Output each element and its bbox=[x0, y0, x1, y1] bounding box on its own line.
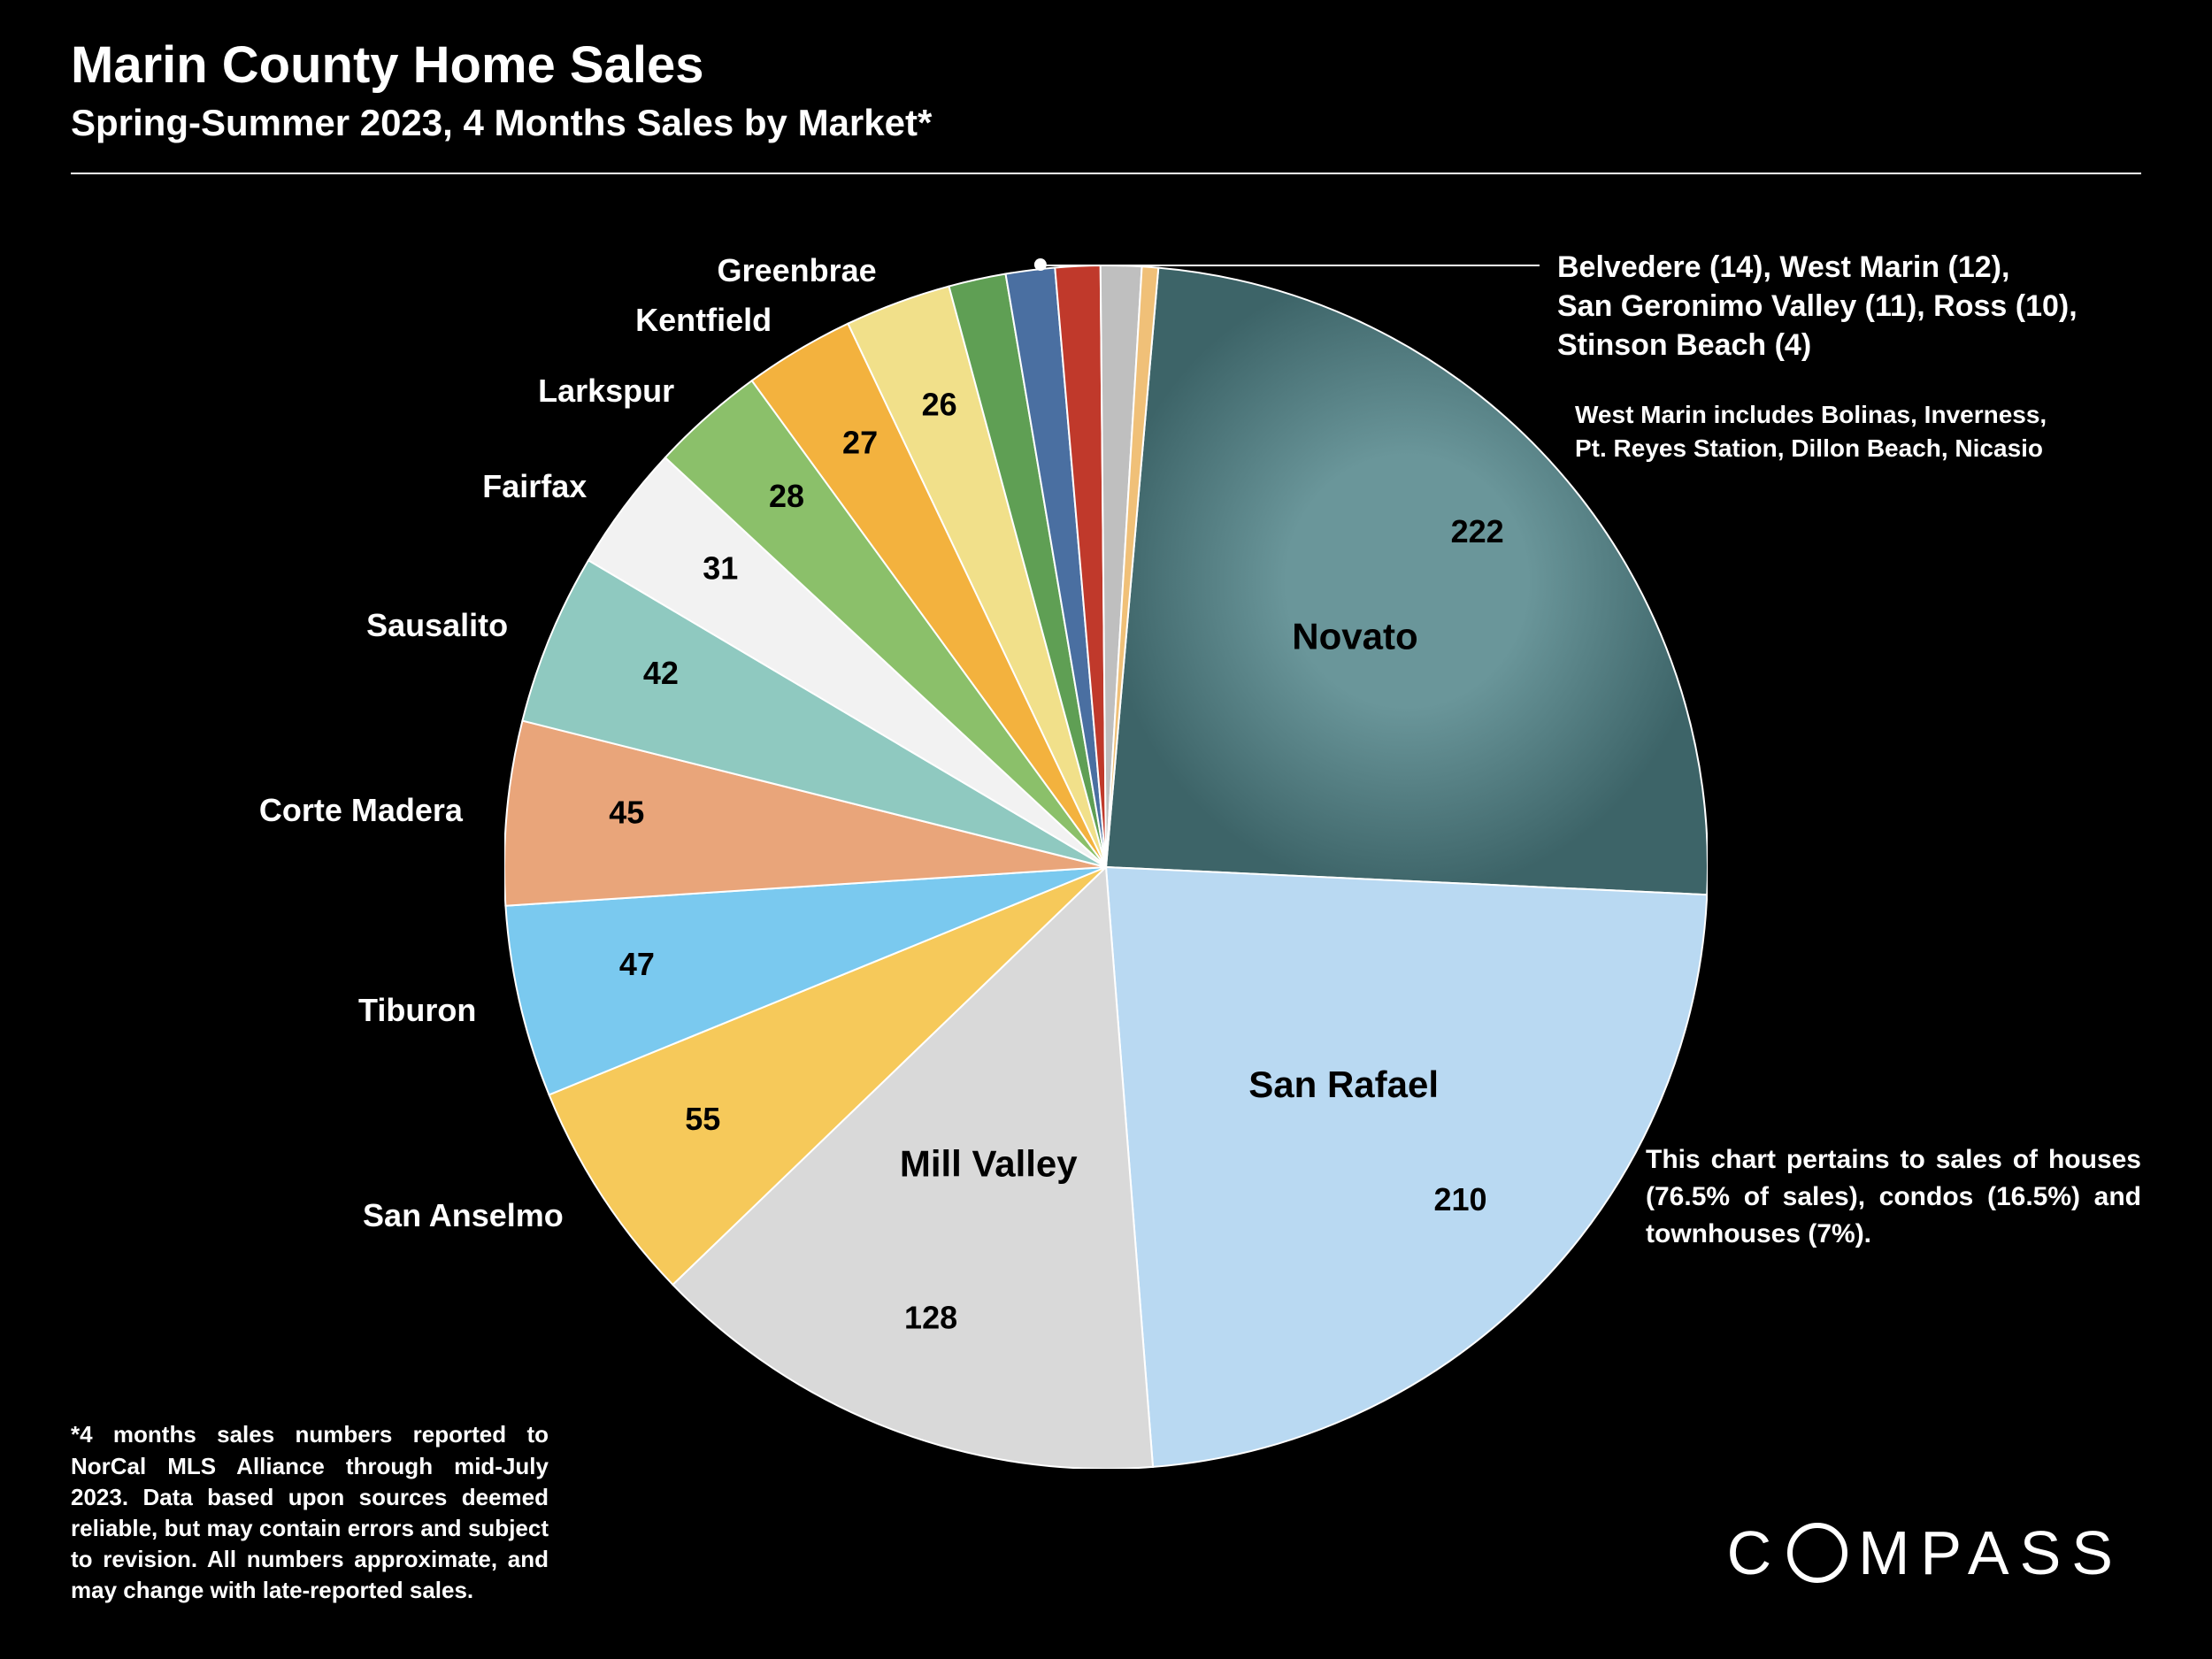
slice-outer-name: Sausalito bbox=[366, 607, 508, 644]
header-divider bbox=[71, 173, 2141, 174]
slice-value-label: 27 bbox=[842, 424, 878, 460]
slice-outer-name: Corte Madera bbox=[259, 792, 463, 829]
slice-outer-name: Tiburon bbox=[358, 992, 476, 1029]
callout-line: Belvedere (14), West Marin (12), bbox=[1557, 248, 2177, 287]
slice-outer-name: Kentfield bbox=[635, 302, 772, 339]
callout-line: San Geronimo Valley (11), Ross (10), bbox=[1557, 287, 2177, 326]
callout-subnote: West Marin includes Bolinas, Inverness, … bbox=[1575, 398, 2141, 465]
slice-name-label: Novato bbox=[1292, 616, 1417, 657]
slice-outer-name: Larkspur bbox=[538, 373, 674, 410]
slice-value-label: 55 bbox=[685, 1101, 720, 1137]
slice-value-label: 26 bbox=[922, 387, 957, 423]
slice-value-label: 210 bbox=[1434, 1181, 1487, 1217]
slice-value-label: 222 bbox=[1451, 513, 1504, 549]
brand-logo: C MPASS bbox=[1727, 1517, 2124, 1588]
slice-outer-name: San Anselmo bbox=[363, 1197, 564, 1234]
slice-value-label: 45 bbox=[609, 795, 644, 831]
brand-letter: C bbox=[1727, 1517, 1783, 1588]
slice-value-label: 47 bbox=[619, 946, 655, 982]
brand-o-icon bbox=[1787, 1523, 1847, 1583]
footnote: *4 months sales numbers reported to NorC… bbox=[71, 1419, 549, 1606]
slice-outer-name: Greenbrae bbox=[718, 252, 877, 289]
slice-value-label: 31 bbox=[703, 549, 738, 586]
slice-value-label: 42 bbox=[643, 655, 679, 691]
page-title: Marin County Home Sales bbox=[71, 35, 703, 95]
slice-value-label: 128 bbox=[904, 1299, 957, 1335]
pie-slice bbox=[1106, 867, 1707, 1467]
slice-name-label: Mill Valley bbox=[900, 1143, 1078, 1185]
pie-chart: Novato 222 San Rafael 210 Mill Valley 128 55 47… bbox=[504, 265, 1708, 1469]
sidenote: This chart pertains to sales of houses (… bbox=[1646, 1141, 2141, 1253]
small-slices-callout: Belvedere (14), West Marin (12), San Ger… bbox=[1557, 248, 2177, 365]
page-subtitle: Spring-Summer 2023, 4 Months Sales by Ma… bbox=[71, 102, 932, 144]
callout-line: Stinson Beach (4) bbox=[1557, 326, 2177, 365]
slice-value-label: 28 bbox=[769, 478, 804, 514]
slice-outer-name: Fairfax bbox=[482, 468, 587, 505]
brand-rest: MPASS bbox=[1858, 1517, 2124, 1588]
slice-name-label: San Rafael bbox=[1248, 1064, 1439, 1105]
